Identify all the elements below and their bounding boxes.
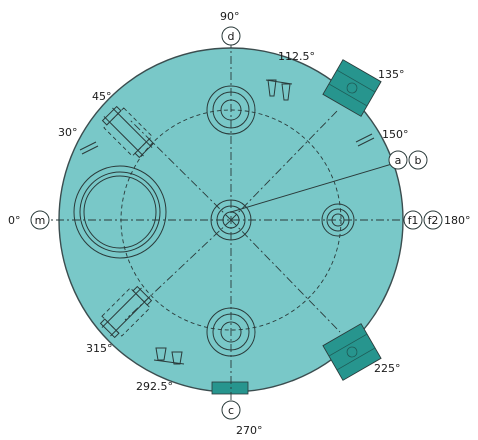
tag-a-text: a [395, 154, 402, 167]
fitting-30 [79, 141, 97, 151]
pitch-circle [120, 109, 342, 331]
fitting-30b [81, 145, 99, 155]
angle-label-315: 315° [86, 342, 113, 355]
tag-f2: f2 [423, 210, 443, 230]
tag-c-text: c [228, 404, 234, 417]
tag-d: d [221, 26, 241, 46]
angle-label-292: 292.5° [136, 380, 173, 393]
tag-b: b [408, 150, 428, 170]
fitting-150b [357, 137, 375, 147]
angle-label-30: 30° [58, 126, 78, 139]
tag-f1: f1 [403, 210, 423, 230]
tag-c: c [221, 400, 241, 420]
tag-m: m [30, 210, 50, 230]
angle-label-225: 225° [374, 362, 401, 375]
lifting-lug-112 [265, 79, 293, 101]
tag-f2-text: f2 [428, 214, 439, 227]
nozzle-block-225 [322, 323, 382, 381]
angle-label-270: 270° [236, 424, 263, 437]
centerline-225 [230, 219, 341, 333]
centerline-45 [129, 119, 232, 221]
angle-label-135: 135° [378, 68, 405, 81]
tag-a: a [388, 150, 408, 170]
tag-d-text: d [228, 30, 235, 43]
angle-label-180: 180° [444, 214, 471, 227]
tag-m-text: m [35, 214, 46, 227]
tag-b-text: b [415, 154, 422, 167]
angle-label-45: 45° [92, 90, 112, 103]
fitting-150 [355, 133, 373, 143]
lifting-lug-292 [153, 347, 185, 365]
center-nozzle [210, 199, 252, 241]
tag-f1-text: f1 [408, 214, 419, 227]
manhole [73, 165, 167, 259]
nozzle-plate-270 [211, 381, 249, 395]
right-nozzle [321, 203, 355, 237]
angle-label-150: 150° [382, 128, 409, 141]
angle-label-90: 90° [220, 10, 240, 23]
centerline-135 [230, 109, 339, 221]
top-nozzle [206, 85, 256, 135]
nozzle-block-135 [322, 59, 382, 117]
bottom-nozzle [206, 307, 256, 357]
angle-label-112: 112.5° [278, 50, 315, 63]
angle-label-0: 0° [8, 214, 21, 227]
leader-ab [230, 163, 393, 213]
